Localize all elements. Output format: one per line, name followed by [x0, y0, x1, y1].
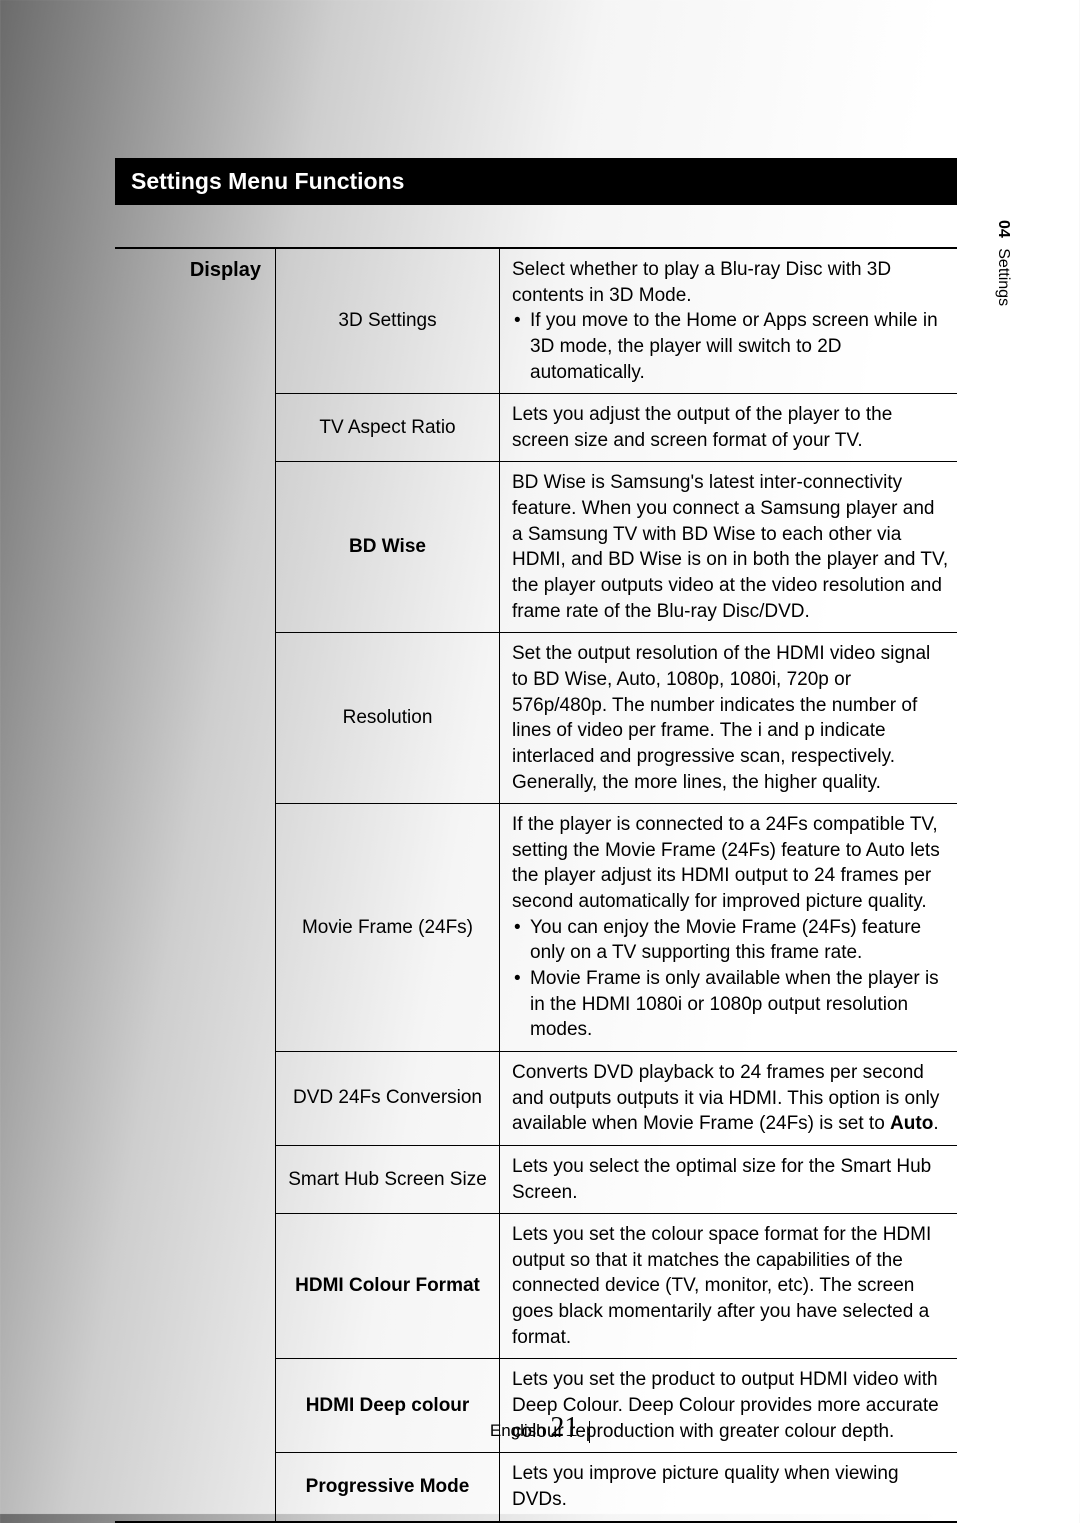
category-cell — [115, 1051, 275, 1145]
setting-description: Lets you set the colour space format for… — [500, 1213, 957, 1358]
category-cell: Display — [115, 249, 275, 393]
setting-name: Movie Frame (24Fs) — [275, 803, 500, 1051]
settings-table: Display3D SettingsSelect whether to play… — [115, 247, 957, 1523]
table-row: BD WiseBD Wise is Samsung's latest inter… — [115, 461, 957, 632]
setting-name: Smart Hub Screen Size — [275, 1145, 500, 1213]
setting-name: Progressive Mode — [275, 1452, 500, 1520]
table-row: HDMI Colour FormatLets you set the colou… — [115, 1213, 957, 1358]
table-row: ResolutionSet the output resolution of t… — [115, 632, 957, 803]
page-number: 21 — [550, 1412, 578, 1443]
category-cell — [115, 632, 275, 803]
table-row: DVD 24Fs ConversionConverts DVD playback… — [115, 1051, 957, 1145]
table-row: TV Aspect RatioLets you adjust the outpu… — [115, 393, 957, 461]
table-row: Movie Frame (24Fs)If the player is conne… — [115, 803, 957, 1051]
footer-divider — [589, 1421, 590, 1443]
chapter-label: Settings — [995, 248, 1012, 306]
table-row: Display3D SettingsSelect whether to play… — [115, 249, 957, 393]
bullet-item: Movie Frame is only available when the p… — [512, 966, 949, 1043]
category-cell — [115, 1145, 275, 1213]
setting-description: Lets you select the optimal size for the… — [500, 1145, 957, 1213]
setting-description: If the player is connected to a 24Fs com… — [500, 803, 957, 1051]
setting-description: BD Wise is Samsung's latest inter-connec… — [500, 461, 957, 632]
category-cell — [115, 1452, 275, 1520]
bullet-item: If you move to the Home or Apps screen w… — [512, 308, 949, 385]
table-row: Progressive ModeLets you improve picture… — [115, 1452, 957, 1520]
side-tab: 04 Settings — [994, 220, 1012, 306]
chapter-number: 04 — [995, 220, 1012, 238]
category-cell — [115, 461, 275, 632]
setting-description: Converts DVD playback to 24 frames per s… — [500, 1051, 957, 1145]
setting-name: BD Wise — [275, 461, 500, 632]
setting-name: HDMI Colour Format — [275, 1213, 500, 1358]
setting-description: Set the output resolution of the HDMI vi… — [500, 632, 957, 803]
setting-name: TV Aspect Ratio — [275, 393, 500, 461]
table-row: Smart Hub Screen SizeLets you select the… — [115, 1145, 957, 1213]
page-footer: English 21 — [0, 1412, 1080, 1444]
setting-description: Lets you improve picture quality when vi… — [500, 1452, 957, 1520]
section-title: Settings Menu Functions — [131, 168, 404, 194]
setting-description: Select whether to play a Blu-ray Disc wi… — [500, 249, 957, 393]
setting-name: DVD 24Fs Conversion — [275, 1051, 500, 1145]
setting-description: Lets you adjust the output of the player… — [500, 393, 957, 461]
page-content: Settings Menu Functions Display3D Settin… — [115, 158, 957, 1523]
footer-lang: English — [490, 1421, 546, 1440]
setting-name: Resolution — [275, 632, 500, 803]
category-cell — [115, 393, 275, 461]
bullet-item: You can enjoy the Movie Frame (24Fs) fea… — [512, 915, 949, 966]
category-cell — [115, 803, 275, 1051]
section-header: Settings Menu Functions — [115, 158, 957, 205]
category-cell — [115, 1213, 275, 1358]
setting-name: 3D Settings — [275, 249, 500, 393]
